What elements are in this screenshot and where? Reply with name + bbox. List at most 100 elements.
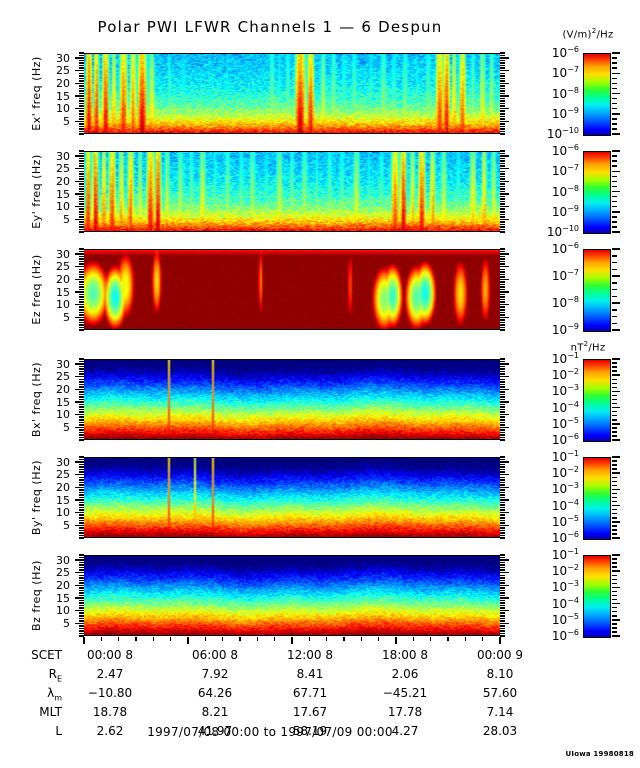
ephemeris-value: 00:00 8 [86, 648, 134, 662]
x-tick [429, 637, 432, 641]
colorbar-tick-label: 10−3 [551, 383, 579, 399]
page-title: Polar PWI LFWR Channels 1 — 6 Despun [97, 18, 443, 36]
ephemeris-value: 18.78 [92, 705, 128, 719]
x-tick [499, 637, 501, 644]
spectrogram-image-ez [84, 250, 500, 329]
ephemeris-row-label-sub: m [54, 693, 62, 703]
y-tick-label: 20 [56, 174, 70, 188]
ephemeris-value: 12:00 8 [286, 648, 334, 662]
colorbar-ey [583, 151, 611, 234]
colorbar-tick-label: 10−10 [546, 224, 579, 239]
colorbar-tick-label: 10−6 [551, 530, 579, 545]
ephemeris-value: −45.21 [382, 686, 428, 700]
x-tick [152, 637, 155, 641]
panel-by [84, 457, 500, 538]
colorbar-tick-label: 10−1 [551, 351, 579, 366]
x-tick [395, 637, 397, 644]
colorbar-tick-label: 10−4 [551, 497, 579, 513]
y-axis-ticks-right-ey [500, 150, 509, 233]
y-tick-label: 25 [56, 162, 70, 176]
x-tick [169, 637, 172, 641]
ephemeris-row-label-text: R [48, 667, 57, 681]
y-tick-label: 25 [56, 260, 70, 274]
colorbar-labels-bx: 10−1 10−2 10−3 10−4 10−5 10−6 [517, 352, 579, 447]
colorbar-tick-label: 10−8 [551, 295, 579, 310]
y-tick-label: 15 [56, 395, 70, 409]
credit-label: UIowa 19980818 [565, 750, 634, 758]
colorbar-tick-label: 10−9 [551, 322, 579, 337]
ephemeris-value: −10.80 [87, 686, 133, 700]
y-tick-label: 15 [56, 285, 70, 299]
colorbar-tick-label: 10−3 [551, 579, 579, 595]
y-axis-ticks-ex [75, 52, 84, 135]
ephemeris-value: 58.19 [292, 724, 328, 738]
colorbar-tick-label: 10−7 [551, 163, 579, 179]
panel-bx [84, 359, 500, 440]
colorbar-tick-label: 10−4 [551, 399, 579, 415]
colorbar-labels-bz: 10−1 10−2 10−3 10−4 10−5 10−6 [517, 548, 579, 643]
y-tick-label: 10 [56, 298, 70, 312]
y-axis-ticks-right-by [500, 456, 509, 539]
colorbar-tick-label: 10−2 [551, 465, 579, 481]
ephemeris-value: 67.71 [292, 686, 328, 700]
ephemeris-value: 2.47 [96, 667, 124, 681]
colorbar-labels-ey: 10−6 10−7 10−8 10−9 10−10 [517, 144, 579, 239]
ephemeris-value: 7.14 [486, 705, 514, 719]
time-axis-ticks [83, 637, 501, 644]
y-tick-label: 10 [56, 102, 70, 116]
colorbar-ticks-ex [612, 52, 620, 135]
panel-frame-bz [84, 555, 500, 636]
y-tick-label: 25 [56, 468, 70, 482]
colorbar-ex [583, 53, 611, 136]
spectrogram-image-bx [84, 360, 500, 439]
y-tick-labels-bx: 30 25 20 15 10 5 [40, 359, 70, 440]
colorbar-by [583, 457, 611, 540]
panel-frame-ey [84, 151, 500, 232]
colorbar-tick-label: 10−4 [551, 595, 579, 611]
x-tick [464, 637, 467, 641]
y-axis-ticks-right-bz [500, 554, 509, 637]
ephemeris-row: RE 2.47 7.92 8.41 2.06 8.10 [0, 667, 540, 686]
ephemeris-value: 64.26 [197, 686, 233, 700]
panel-ey [84, 151, 500, 232]
colorbar-tick-label: 10−5 [551, 611, 579, 627]
y-tick-label: 20 [56, 382, 70, 396]
colorbar-ticks-by [612, 456, 620, 539]
y-tick-label: 20 [56, 76, 70, 90]
y-tick-label: 15 [56, 187, 70, 201]
ephemeris-value: 28.03 [482, 724, 518, 738]
colorbar-ticks-ez [612, 248, 620, 331]
ephemeris-value: 4.27 [391, 724, 419, 738]
ephemeris-row-label: λm [0, 686, 62, 702]
ephemeris-value: 00:00 9 [476, 648, 524, 662]
x-tick [256, 637, 259, 641]
y-tick-label: 5 [63, 420, 70, 434]
ephemeris-value: 8.21 [201, 705, 229, 719]
ephemeris-row: L 2.62 41.97 58.19 4.27 28.03 [0, 724, 540, 743]
colorbar-ez [583, 249, 611, 332]
y-axis-ticks-ey [75, 150, 84, 233]
x-tick [135, 637, 137, 641]
x-tick [343, 637, 345, 641]
ephemeris-value: 18:00 8 [381, 648, 429, 662]
ephemeris-value: 17.78 [387, 705, 423, 719]
y-tick-label: 20 [56, 480, 70, 494]
colorbar-tick-label: 10−9 [551, 105, 579, 121]
y-tick-label: 30 [56, 357, 70, 371]
colorbar-tick-label: 10−6 [551, 241, 579, 256]
ephemeris-value: 8.10 [486, 667, 514, 681]
x-tick [221, 637, 224, 641]
colorbar-tick-label: 10−2 [551, 563, 579, 579]
ephemeris-value: 57.60 [482, 686, 518, 700]
panel-bz [84, 555, 500, 636]
y-tick-label: 10 [56, 200, 70, 214]
colorbar-tick-label: 10−9 [551, 203, 579, 219]
y-tick-label: 30 [56, 247, 70, 261]
colorbar-tick-label: 10−8 [551, 183, 579, 199]
ephemeris-row-label: MLT [39, 705, 62, 719]
ephemeris-row-label: SCET [31, 648, 62, 662]
y-tick-labels-ex: 30 25 20 15 10 5 [40, 53, 70, 134]
y-tick-labels-bz: 30 25 20 15 10 5 [40, 555, 70, 636]
x-tick [273, 637, 276, 641]
y-tick-label: 20 [56, 578, 70, 592]
